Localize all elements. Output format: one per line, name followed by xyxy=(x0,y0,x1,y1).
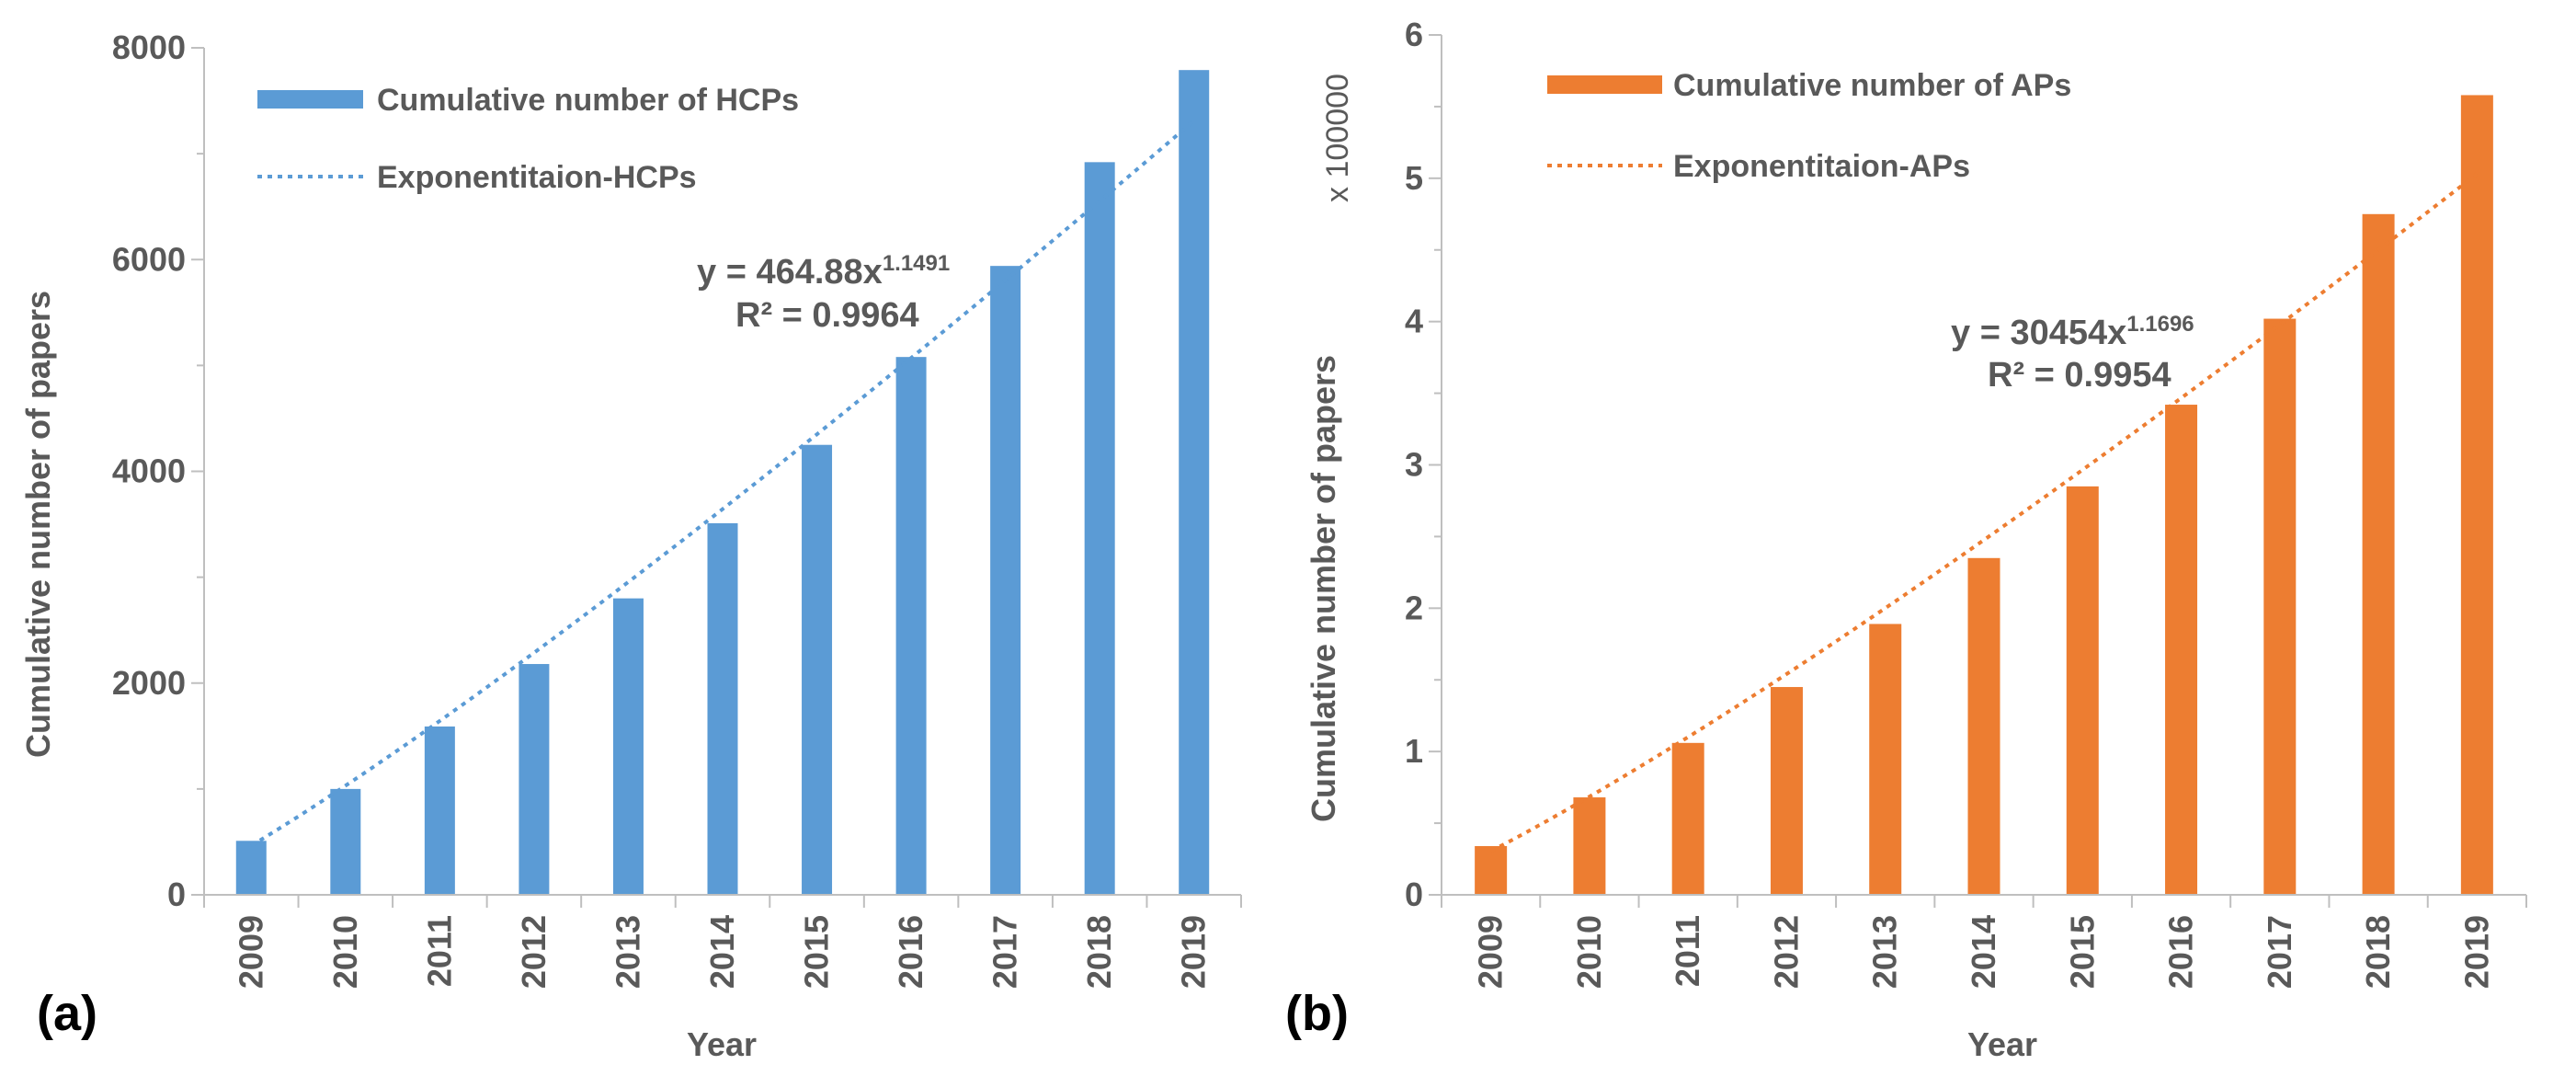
bar-2009 xyxy=(1475,846,1508,895)
bars-a xyxy=(235,70,1210,896)
bar-2017 xyxy=(2263,318,2297,895)
x-tick-label: 2015 xyxy=(2063,915,2101,989)
bar-2015 xyxy=(802,444,833,895)
equation-a-main: y = 464.88x xyxy=(697,253,883,292)
panel-label-a: (a) xyxy=(37,986,97,1041)
bar-2013 xyxy=(612,598,644,895)
bar-2010 xyxy=(1573,797,1606,895)
y-axis-a: 0 2000 4000 6000 8000 xyxy=(112,29,205,913)
bar-2018 xyxy=(1084,162,1115,895)
bar-2018 xyxy=(2362,213,2395,895)
x-tick-label: 2011 xyxy=(420,915,458,987)
x-tick-label: 2016 xyxy=(2162,915,2200,989)
y-tick-label: 0 xyxy=(167,876,186,913)
bar-2009 xyxy=(235,841,267,895)
x-axis-title-b: Year xyxy=(1967,1025,2037,1063)
bar-2016 xyxy=(895,357,927,895)
y-tick-label: 2 xyxy=(1405,589,1423,626)
x-tick-label: 2011 xyxy=(1669,915,1706,987)
trendline-a xyxy=(250,119,1196,848)
x-tick-label: 2013 xyxy=(609,915,646,989)
x-tick-label: 2013 xyxy=(1866,915,1904,989)
x-tick-label: 2017 xyxy=(986,915,1024,989)
x-axis-title-a: Year xyxy=(687,1025,757,1063)
bar-2012 xyxy=(519,664,550,895)
equation-a: y = 464.88x1.1491 xyxy=(697,251,950,292)
bar-2010 xyxy=(330,788,361,895)
bar-2013 xyxy=(1869,624,1902,895)
bars-b xyxy=(1475,95,2493,895)
y-axis-multiplier-b: x 100000 xyxy=(1320,74,1355,202)
bar-2014 xyxy=(1967,557,2000,895)
y-tick-label: 6 xyxy=(1405,16,1423,53)
legend-label-exp-aps: Exponentitaion-APs xyxy=(1673,149,1970,184)
bar-2014 xyxy=(707,522,738,895)
y-tick-label: 1 xyxy=(1405,732,1423,770)
x-tick-label: 2009 xyxy=(1472,915,1510,989)
r2-b: R² = 0.9954 xyxy=(1988,356,2171,395)
x-tick-label: 2016 xyxy=(892,915,929,989)
y-tick-label: 8000 xyxy=(112,29,186,66)
x-tick-label: 2019 xyxy=(2457,915,2495,989)
x-tick-label: 2019 xyxy=(1175,915,1213,989)
bar-2016 xyxy=(2165,405,2198,895)
y-tick-label: 4 xyxy=(1405,303,1423,340)
y-tick-label: 0 xyxy=(1405,876,1423,913)
x-tick-label: 2017 xyxy=(2261,915,2298,989)
y-tick-label: 5 xyxy=(1405,159,1423,197)
y-tick-label: 3 xyxy=(1405,446,1423,484)
x-axis-b: 2009 2010 2011 2012 2013 2014 2015 2016 2017 2018… xyxy=(1441,894,2527,989)
equation-b-exponent: 1.1696 xyxy=(2126,312,2194,337)
equation-a-exponent: 1.1491 xyxy=(883,251,950,276)
x-tick-label: 2018 xyxy=(2359,915,2397,989)
y-axis-title-b: Cumulative number of papers xyxy=(1305,355,1342,822)
x-tick-label: 2010 xyxy=(1570,915,1608,989)
bar-2019 xyxy=(2460,95,2493,895)
legend-label-exp-hcps: Exponentitaion-HCPs xyxy=(377,160,697,195)
x-tick-label: 2014 xyxy=(703,915,741,989)
x-tick-label: 2015 xyxy=(798,915,836,989)
legend-label-hcps: Cumulative number of HCPs xyxy=(377,83,799,118)
bar-2019 xyxy=(1179,70,1210,895)
bar-2017 xyxy=(990,266,1021,896)
bar-2011 xyxy=(424,726,455,895)
legend-swatch-aps xyxy=(1547,75,1662,94)
x-tick-label: 2012 xyxy=(515,915,553,989)
y-axis-title-a: Cumulative number of papers xyxy=(19,291,57,758)
y-axis-b: 0 1 2 3 4 5 6 xyxy=(1405,16,1442,913)
x-tick-label: 2010 xyxy=(326,915,364,989)
x-axis-a: 2009 2010 2011 2012 2013 2014 2015 2016 2017 2018… xyxy=(203,894,1242,989)
x-tick-label: 2009 xyxy=(232,915,269,989)
y-tick-label: 2000 xyxy=(112,664,186,702)
panel-label-b: (b) xyxy=(1285,986,1349,1041)
bar-2012 xyxy=(1770,687,1803,895)
legend-label-aps: Cumulative number of APs xyxy=(1673,68,2071,103)
y-tick-label: 4000 xyxy=(112,452,186,490)
r2-a: R² = 0.9964 xyxy=(735,296,919,335)
x-tick-label: 2018 xyxy=(1080,915,1118,989)
bar-2011 xyxy=(1671,742,1704,895)
legend-swatch-hcps xyxy=(257,90,363,109)
bar-2015 xyxy=(2066,486,2099,895)
equation-b-main: y = 30454x xyxy=(1951,314,2126,352)
x-tick-label: 2012 xyxy=(1767,915,1805,989)
equation-b: y = 30454x1.1696 xyxy=(1951,312,2194,352)
y-tick-label: 6000 xyxy=(112,240,186,278)
chart-panel-b: 0 1 2 3 4 5 6 2009 2010 2011 2012 2013 2014 2015 2016… xyxy=(1285,16,2527,1063)
x-tick-label: 2014 xyxy=(1965,915,2002,989)
